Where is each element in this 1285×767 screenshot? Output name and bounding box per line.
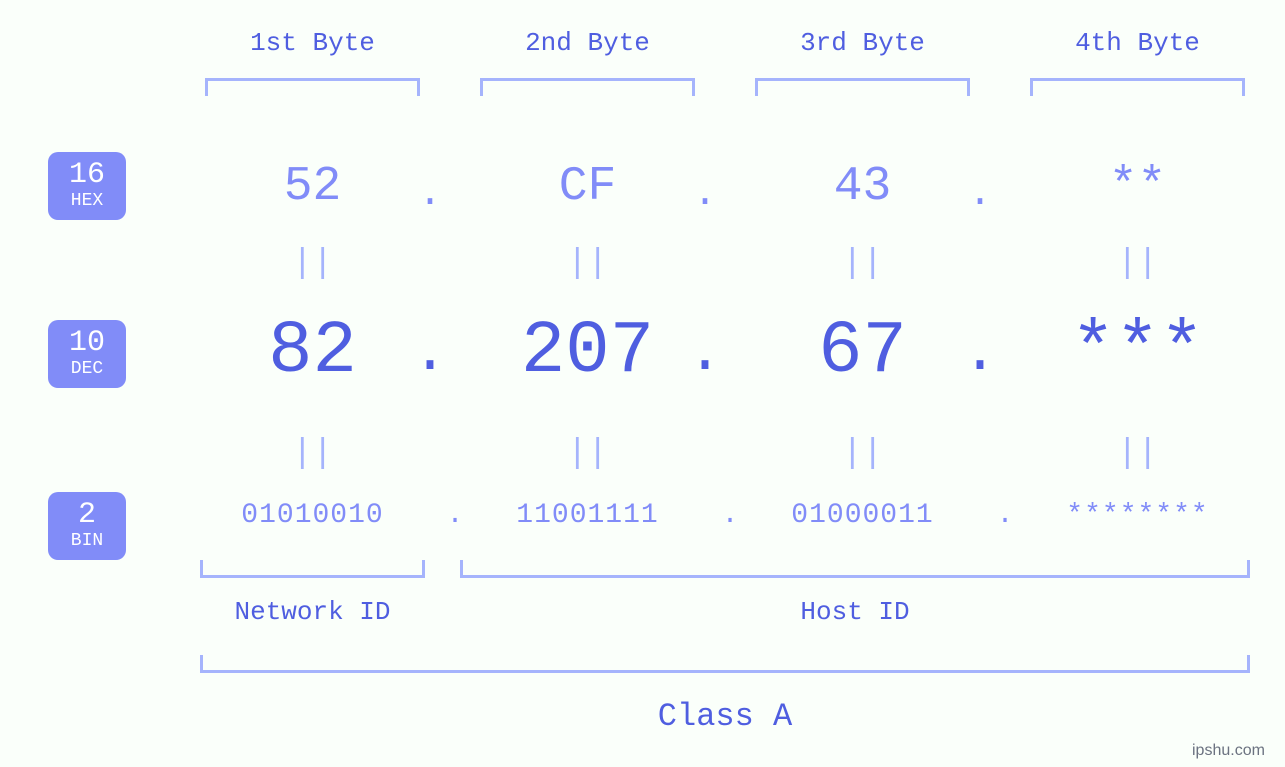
top-bracket-1 bbox=[205, 78, 420, 96]
hex-byte-4: ** bbox=[1025, 160, 1250, 214]
badge-hex-num: 16 bbox=[48, 160, 126, 190]
eq-2-1: || bbox=[200, 435, 425, 473]
class-label: Class A bbox=[200, 698, 1250, 735]
bin-byte-1: 01010010 bbox=[185, 500, 440, 531]
dec-dot-2: . bbox=[670, 320, 740, 388]
eq-2-3: || bbox=[750, 435, 975, 473]
bottom-bracket-network bbox=[200, 560, 425, 578]
badge-dec-num: 10 bbox=[48, 328, 126, 358]
badge-bin-lbl: BIN bbox=[48, 532, 126, 550]
eq-1-4: || bbox=[1025, 245, 1250, 283]
bin-byte-4: ******** bbox=[1010, 500, 1265, 531]
badge-hex: 16 HEX bbox=[48, 152, 126, 220]
eq-1-1: || bbox=[200, 245, 425, 283]
badge-bin: 2 BIN bbox=[48, 492, 126, 560]
hex-byte-1: 52 bbox=[200, 160, 425, 214]
header-byte-2: 2nd Byte bbox=[475, 28, 700, 58]
eq-1-2: || bbox=[475, 245, 700, 283]
eq-2-4: || bbox=[1025, 435, 1250, 473]
badge-bin-num: 2 bbox=[48, 500, 126, 530]
hex-dot-3: . bbox=[950, 172, 1010, 217]
bottom-bracket-host bbox=[460, 560, 1250, 578]
bin-byte-3: 01000011 bbox=[735, 500, 990, 531]
top-bracket-4 bbox=[1030, 78, 1245, 96]
label-host-id: Host ID bbox=[460, 597, 1250, 627]
dec-byte-4: *** bbox=[1025, 310, 1250, 394]
eq-1-3: || bbox=[750, 245, 975, 283]
dec-byte-2: 207 bbox=[475, 310, 700, 394]
header-byte-3: 3rd Byte bbox=[750, 28, 975, 58]
dec-byte-3: 67 bbox=[750, 310, 975, 394]
header-byte-1: 1st Byte bbox=[200, 28, 425, 58]
dec-dot-1: . bbox=[395, 320, 465, 388]
bin-byte-2: 11001111 bbox=[460, 500, 715, 531]
hex-dot-2: . bbox=[675, 172, 735, 217]
watermark: ipshu.com bbox=[1192, 742, 1265, 760]
hex-byte-2: CF bbox=[475, 160, 700, 214]
header-byte-4: 4th Byte bbox=[1025, 28, 1250, 58]
ip-diagram: 1st Byte 2nd Byte 3rd Byte 4th Byte 16 H… bbox=[0, 0, 1285, 767]
top-bracket-3 bbox=[755, 78, 970, 96]
badge-hex-lbl: HEX bbox=[48, 192, 126, 210]
badge-dec-lbl: DEC bbox=[48, 360, 126, 378]
hex-byte-3: 43 bbox=[750, 160, 975, 214]
eq-2-2: || bbox=[475, 435, 700, 473]
dec-dot-3: . bbox=[945, 320, 1015, 388]
class-bracket bbox=[200, 655, 1250, 673]
dec-byte-1: 82 bbox=[200, 310, 425, 394]
label-network-id: Network ID bbox=[200, 597, 425, 627]
top-bracket-2 bbox=[480, 78, 695, 96]
badge-dec: 10 DEC bbox=[48, 320, 126, 388]
hex-dot-1: . bbox=[400, 172, 460, 217]
